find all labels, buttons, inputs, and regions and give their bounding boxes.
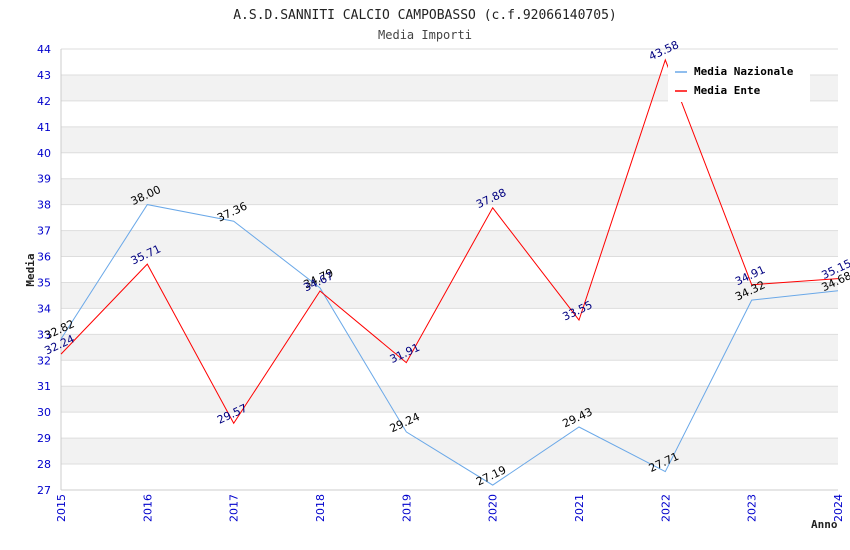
legend-label-media-ente: Media Ente <box>694 84 761 97</box>
x-tick-label: 2019 <box>400 494 413 522</box>
legend-box <box>668 60 810 102</box>
legend: Media Nazionale Media Ente <box>668 60 810 102</box>
data-labels: 32.8238.0037.3634.7929.2427.1929.4327.71… <box>42 38 850 488</box>
grid-bands <box>61 74 838 465</box>
y-tick-label: 44 <box>37 43 51 56</box>
x-axis-label: Anno <box>811 518 838 531</box>
grid-band <box>61 438 838 465</box>
y-tick-label: 40 <box>37 147 51 160</box>
x-tick-label: 2020 <box>487 494 500 522</box>
y-axis-ticks: 27 28 29 30 31 32 33 34 35 36 37 38 39 40 41 42 43 44 <box>37 43 51 497</box>
grid-band <box>61 386 838 413</box>
x-axis-ticks: 2015 2016 2017 2018 2019 2020 2021 2022 2023 2024 <box>55 494 845 522</box>
y-tick-label: 35 <box>37 276 51 289</box>
y-tick-label: 28 <box>37 458 51 471</box>
x-tick-label: 2017 <box>228 494 241 522</box>
y-tick-label: 32 <box>37 354 51 367</box>
y-tick-label: 42 <box>37 95 51 108</box>
x-tick-label: 2021 <box>573 494 586 522</box>
y-tick-label: 41 <box>37 121 51 134</box>
y-tick-label: 33 <box>37 328 51 341</box>
chart-title: A.S.D.SANNITI CALCIO CAMPOBASSO (c.f.920… <box>233 8 617 23</box>
y-tick-label: 43 <box>37 69 51 82</box>
grid-band <box>61 282 838 309</box>
y-axis-label: Media <box>24 253 37 286</box>
grid-band <box>61 230 838 257</box>
y-tick-label: 38 <box>37 199 51 212</box>
series-line-media-ente <box>60 58 839 425</box>
data-label: 29.24 <box>388 410 422 435</box>
x-tick-label: 2018 <box>314 494 327 522</box>
x-tick-label: 2024 <box>832 494 845 522</box>
y-tick-label: 37 <box>37 225 51 238</box>
grid-band <box>61 126 838 153</box>
grid-band <box>61 178 838 205</box>
chart-subtitle: Media Importi <box>378 28 472 42</box>
y-tick-label: 36 <box>37 251 51 264</box>
y-tick-label: 31 <box>37 380 51 393</box>
y-tick-label: 30 <box>37 406 51 419</box>
y-tick-label: 27 <box>37 484 51 497</box>
series-line-media-nazionale <box>60 204 839 486</box>
grid-lines <box>61 48 838 491</box>
y-tick-label: 34 <box>37 302 51 315</box>
x-tick-label: 2015 <box>55 494 68 522</box>
data-label: 43.58 <box>647 38 681 63</box>
x-tick-label: 2022 <box>659 494 672 522</box>
series-lines <box>60 58 839 486</box>
x-tick-label: 2023 <box>746 494 759 522</box>
grid-band <box>61 334 838 361</box>
y-tick-label: 29 <box>37 432 51 445</box>
x-tick-label: 2016 <box>141 494 154 522</box>
legend-label-media-nazionale: Media Nazionale <box>694 65 794 78</box>
y-tick-label: 39 <box>37 173 51 186</box>
